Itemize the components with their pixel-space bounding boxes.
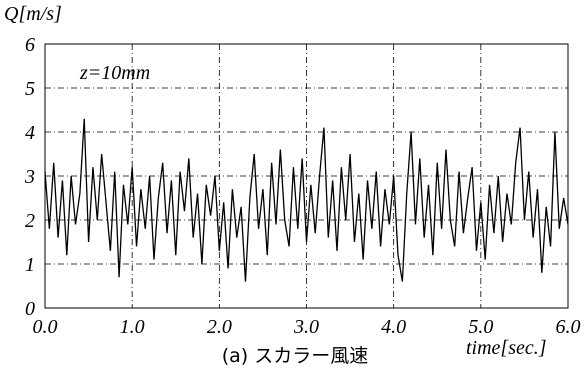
- x-tick-label: 4.0: [381, 316, 406, 338]
- x-tick-label: 6.0: [556, 316, 581, 338]
- x-tick-label: 5.0: [468, 316, 493, 338]
- caption: (a) スカラー風速: [222, 345, 369, 367]
- y-tick-label: 5: [25, 78, 35, 100]
- y-tick-label: 0: [25, 298, 35, 320]
- data-line: [44, 118, 569, 282]
- x-axis-label: time[sec.]: [466, 337, 547, 359]
- y-tick-label: 3: [24, 166, 35, 188]
- x-tick-label: 0.0: [33, 316, 58, 338]
- x-tick-label: 2.0: [207, 316, 232, 338]
- y-tick-label: 6: [25, 34, 35, 56]
- y-axis-label: Q[m/s]: [4, 3, 62, 25]
- annotation: z=10mm: [79, 62, 150, 84]
- x-tick-label: 1.0: [120, 316, 145, 338]
- y-tick-label: 2: [25, 210, 35, 232]
- y-tick-label: 1: [25, 254, 35, 276]
- x-tick-label: 3.0: [293, 316, 319, 338]
- y-tick-label: 4: [25, 122, 35, 144]
